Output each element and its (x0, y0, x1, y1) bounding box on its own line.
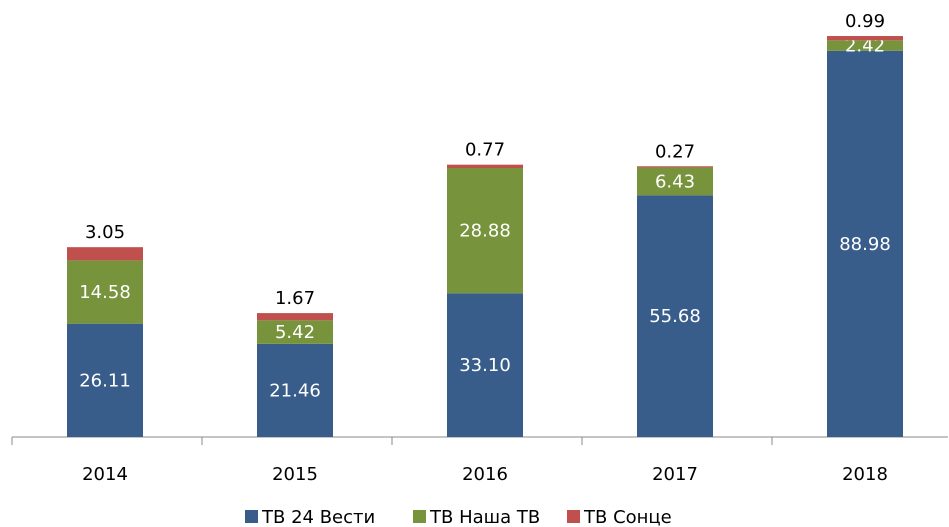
x-tick-label: 2018 (842, 464, 888, 485)
bar-segment (827, 40, 903, 51)
bar-segment (447, 164, 523, 169)
bar-segment (827, 50, 903, 437)
data-label: 55.68 (649, 306, 701, 327)
legend-swatch (245, 510, 258, 523)
bar-segment (447, 293, 523, 437)
bar-segment (637, 167, 713, 196)
data-label: 14.58 (79, 282, 131, 303)
bar-segment (67, 247, 143, 261)
bar-segment (637, 166, 713, 168)
legend-swatch (413, 510, 426, 523)
legend-label: ТВ Сонце (583, 507, 672, 527)
data-label: 0.77 (465, 140, 505, 161)
data-label: 33.10 (459, 355, 511, 376)
x-tick-label: 2016 (462, 464, 508, 485)
bar-segment (447, 168, 523, 294)
data-label: 0.99 (845, 11, 885, 32)
data-label: 88.98 (839, 234, 891, 255)
data-label: 1.67 (275, 288, 315, 309)
legend-swatch (567, 510, 580, 523)
x-tick-label: 2015 (272, 464, 318, 485)
bar-segment (67, 323, 143, 437)
legend-label: ТВ Наша ТВ (429, 507, 540, 527)
data-label: 21.46 (269, 380, 321, 401)
data-label: 5.42 (275, 322, 315, 343)
bar-segment (257, 313, 333, 321)
bar-segment (257, 320, 333, 344)
bar-segment (67, 260, 143, 324)
data-label: 0.27 (655, 141, 695, 162)
bar-segment (257, 343, 333, 437)
bar-segment (637, 195, 713, 437)
x-tick-label: 2017 (652, 464, 698, 485)
data-label: 6.43 (655, 171, 695, 192)
legend-label: ТВ 24 Вести (261, 507, 375, 527)
data-label: 3.05 (85, 222, 125, 243)
x-tick-label: 2014 (82, 464, 128, 485)
bar-segment (827, 36, 903, 41)
data-label: 26.11 (79, 370, 131, 391)
data-label: 2.42 (845, 36, 885, 57)
data-label: 28.88 (459, 221, 511, 242)
